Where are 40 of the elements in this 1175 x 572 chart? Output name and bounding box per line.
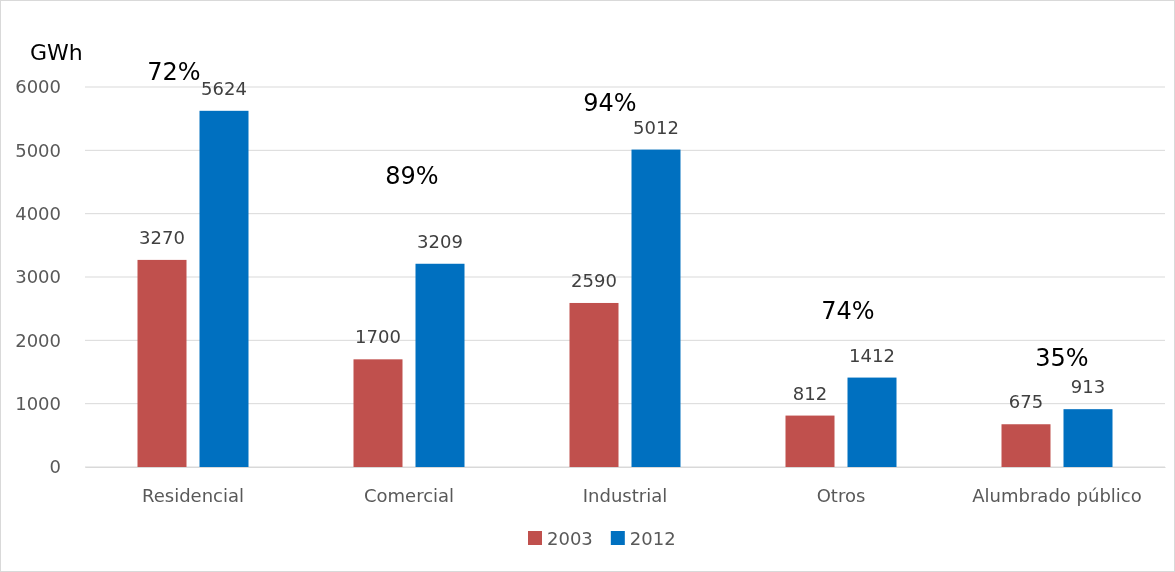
y-tick-label: 2000 (15, 329, 61, 351)
data-label: 913 (1070, 376, 1106, 398)
x-tick-label: Otros (816, 484, 866, 506)
bar (847, 377, 897, 467)
data-label: 1700 (355, 326, 401, 348)
data-label: 3209 (417, 230, 463, 252)
annotation: 94% (583, 89, 637, 117)
legend-label: 2012 (629, 528, 676, 549)
bar (1063, 409, 1113, 467)
annotation: 74% (821, 297, 875, 325)
bar (353, 359, 403, 467)
data-label: 3270 (139, 226, 185, 248)
bar (569, 302, 619, 467)
data-label: 675 (1008, 391, 1044, 413)
data-label: 812 (792, 382, 828, 404)
bar (199, 110, 249, 467)
x-tick-label: Comercial (363, 484, 455, 506)
bar (631, 149, 681, 467)
y-tick-label: 4000 (15, 202, 61, 224)
y-tick-label: 3000 (15, 266, 61, 288)
y-tick-label: 0 (49, 456, 61, 478)
bar (1001, 424, 1051, 467)
data-label: 5012 (633, 116, 679, 138)
data-label: 5624 (201, 77, 247, 99)
y-tick-label: 1000 (15, 392, 61, 414)
y-tick-label: 5000 (15, 139, 61, 161)
annotation: 35% (1035, 344, 1089, 372)
legend-label: 2003 (547, 528, 593, 549)
y-tick-label: 6000 (15, 76, 61, 98)
bar (415, 263, 465, 467)
text: 72% (147, 58, 201, 86)
data-label: 1412 (849, 344, 895, 366)
y-axis-title: GWh (30, 40, 83, 65)
x-tick-label: Alumbrado público (972, 484, 1142, 506)
bar (137, 259, 187, 467)
x-tick-label: Residencial (142, 484, 244, 506)
annotation: 89% (385, 162, 439, 190)
x-tick-label: Industrial (582, 484, 668, 506)
data-label: 2590 (571, 269, 617, 291)
bar (785, 415, 835, 467)
